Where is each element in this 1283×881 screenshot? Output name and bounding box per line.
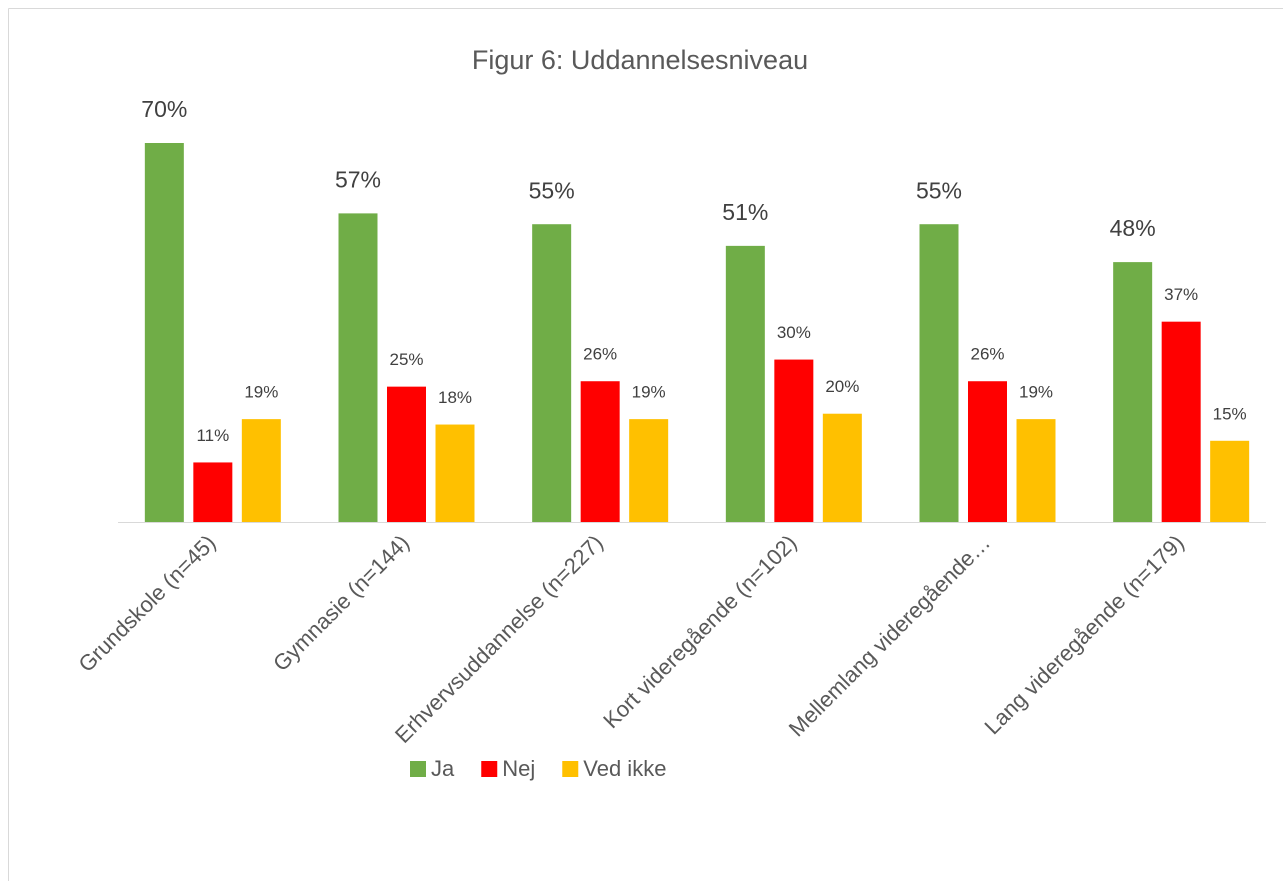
x-tick-label: Mellemlang videregående… (784, 530, 995, 741)
legend-swatch (481, 761, 498, 777)
x-tick-label: Grundskole (n=45) (74, 530, 221, 677)
bar (580, 381, 620, 522)
data-label: 70% (141, 96, 187, 122)
data-label: 20% (825, 377, 859, 396)
x-tick-label: Gymnasie (n=144) (268, 530, 414, 676)
data-label: 19% (244, 383, 278, 402)
bar (435, 424, 475, 522)
data-label: 18% (438, 388, 472, 407)
x-tick-label: Erhvervsuddannelse (n=227) (390, 530, 608, 748)
bar (629, 419, 669, 522)
bar (144, 143, 184, 522)
data-label: 48% (1110, 215, 1156, 241)
data-label: 19% (632, 383, 666, 402)
data-label: 11% (196, 426, 229, 445)
data-label: 30% (777, 323, 811, 342)
data-label: 25% (389, 350, 423, 369)
bar (338, 213, 378, 522)
x-tick-label: Lang videregående (n=179) (980, 530, 1189, 739)
bar (1016, 419, 1056, 522)
data-label: 26% (970, 345, 1004, 364)
bar (725, 245, 765, 522)
bar (774, 359, 814, 522)
bar (387, 386, 426, 522)
data-label: 55% (529, 177, 575, 203)
data-label: 37% (1164, 285, 1198, 304)
data-label: 26% (583, 345, 617, 364)
legend-label: Ved ikke (583, 756, 666, 781)
data-label: 15% (1213, 404, 1247, 423)
bar (822, 413, 862, 522)
chart-title: Figur 6: Uddannelsesniveau (472, 45, 808, 75)
legend-swatch (562, 761, 579, 777)
data-label: 57% (335, 166, 381, 192)
bar (1161, 321, 1201, 522)
data-label: 19% (1019, 383, 1053, 402)
bar (241, 419, 281, 522)
data-label: 51% (722, 199, 768, 225)
bar (1113, 262, 1153, 522)
bar (968, 381, 1007, 522)
legend-label: Nej (502, 756, 535, 781)
x-tick-label: Kort videregående (n=102) (598, 530, 801, 733)
legend-swatch (410, 761, 426, 777)
bar (532, 224, 572, 522)
data-label: 55% (916, 177, 962, 203)
bar (1210, 440, 1250, 522)
bar (193, 462, 233, 522)
legend-label: Ja (431, 756, 455, 781)
bar (919, 224, 959, 522)
